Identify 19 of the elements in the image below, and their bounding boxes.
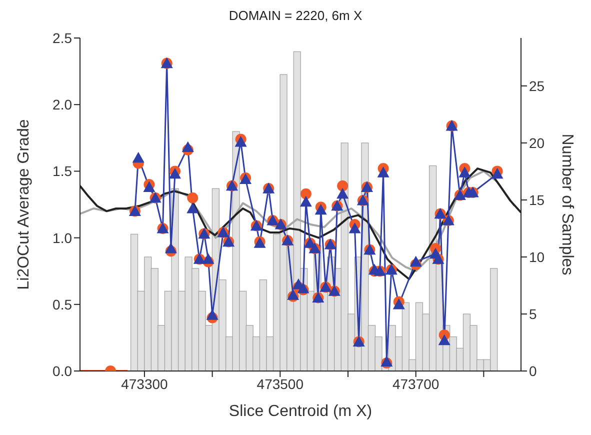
y2-axis-title: Number of Samples [558, 134, 576, 276]
y-tick-label: 1.0 [52, 230, 72, 246]
chart-title: DOMAIN = 2220, 6m X [228, 8, 364, 25]
x-axis-title: Slice Centroid (m X) [228, 403, 372, 420]
y-tick-label: 0.0 [52, 362, 72, 379]
x-tick-label: 473700 [392, 376, 440, 392]
y2-tick-label: 5 [529, 306, 537, 322]
y-tick-label: 2.0 [52, 96, 72, 113]
y2-tick-label: 15 [529, 192, 545, 208]
y-tick-label: 2.5 [52, 30, 72, 46]
y2-tick-label: 25 [529, 78, 545, 94]
y2-tick-label: 10 [529, 248, 545, 265]
y-axis-title: Li2OCut Average Grade [16, 119, 33, 290]
y2-tick-label: 0 [529, 362, 537, 379]
y-tick-label: 1.5 [52, 163, 72, 180]
y-tick-label: 0.5 [52, 296, 72, 312]
x-tick-label: 473300 [121, 376, 168, 392]
y2-tick-label: 20 [529, 134, 545, 151]
x-tick-label: 473500 [256, 376, 304, 392]
